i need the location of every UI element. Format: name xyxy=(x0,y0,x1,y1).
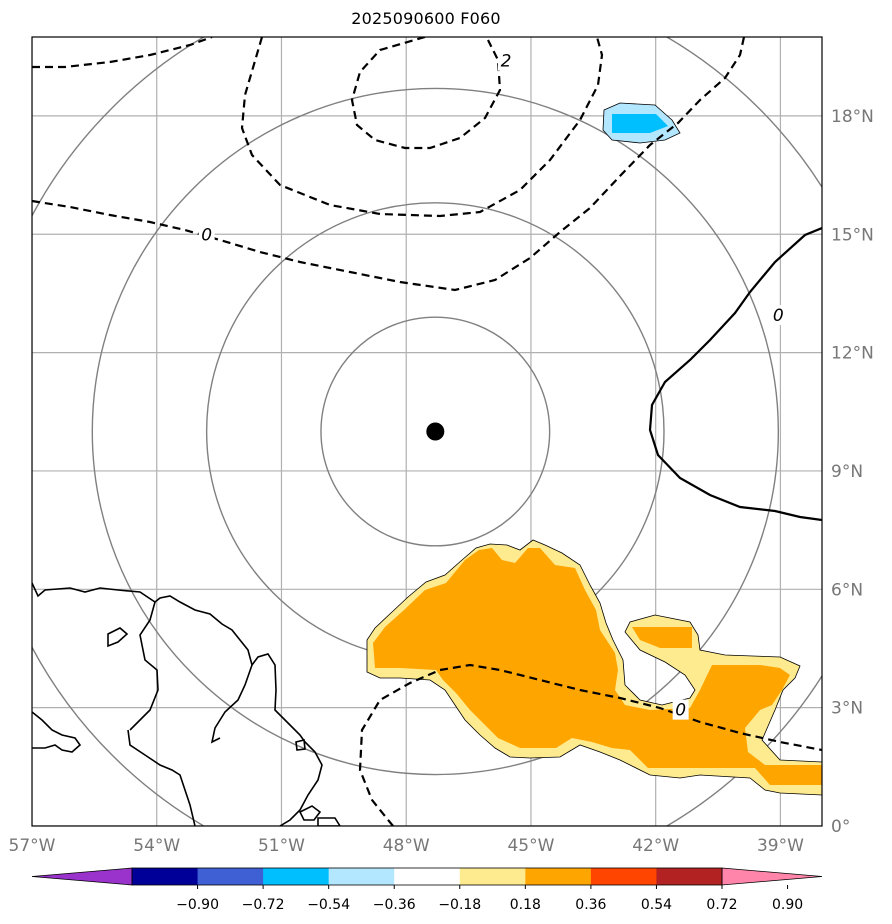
storm-center-marker xyxy=(426,422,445,441)
latitude-tick-labels: 0° 3°N 6°N 9°N 12°N 15°N 18°N xyxy=(831,107,874,837)
contour-label-background xyxy=(672,699,689,720)
anomaly-blue xyxy=(612,114,668,133)
coast-river xyxy=(210,664,253,744)
longitude-label: 42°W xyxy=(632,836,679,856)
colorbar-tick-label: −0.90 xyxy=(176,897,219,913)
coast-amazon-delta xyxy=(32,711,82,753)
range-ring xyxy=(91,87,780,776)
coast-island-a xyxy=(107,627,129,648)
colorbar-tick-label: 0.18 xyxy=(510,897,541,913)
coast-island-b xyxy=(295,739,306,751)
latitude-label: 18°N xyxy=(831,107,874,127)
colorbar-segment xyxy=(197,868,264,885)
colorbar-extend-high xyxy=(721,867,823,886)
colorbar-tick-label: 0.36 xyxy=(575,897,606,913)
latitude-label: 15°N xyxy=(831,225,874,245)
colorbar-tick-label: −0.72 xyxy=(242,897,285,913)
map-frame xyxy=(31,36,823,827)
longitude-label: 48°W xyxy=(383,836,430,856)
contour-label-background xyxy=(498,50,514,71)
dashed-contour-top-left xyxy=(32,37,213,69)
coast-island-d xyxy=(317,817,341,826)
contour-label: 0 xyxy=(773,306,784,326)
colorbar-segment xyxy=(459,868,526,885)
anomaly-orange-small xyxy=(632,627,692,648)
coast-island-c xyxy=(298,805,322,821)
coastline xyxy=(32,582,341,826)
colorbar-frame xyxy=(131,867,723,886)
colorbar-segment xyxy=(263,868,330,885)
positive-anomaly-field xyxy=(366,539,822,796)
contour-label-background xyxy=(770,305,787,326)
map-title: 2025090600 F060 xyxy=(351,9,501,28)
contour-label: 0 xyxy=(675,701,686,721)
colorbar-segment xyxy=(328,868,395,885)
colorbar-tick-label: −0.54 xyxy=(307,897,350,913)
longitude-label: 57°W xyxy=(9,836,56,856)
longitude-label: 51°W xyxy=(258,836,305,856)
solid-contour-zero-east xyxy=(648,226,822,522)
contour-label-background xyxy=(198,224,215,245)
colorbar-tick-label: −0.36 xyxy=(373,897,416,913)
colorbar-tick-label: 0.72 xyxy=(706,897,737,913)
coast-inner-2 xyxy=(129,601,159,731)
colorbar-tick-label: −0.18 xyxy=(438,897,481,913)
dashed-contour-inner-loop xyxy=(350,37,502,150)
colorbar-segment xyxy=(656,868,723,885)
colorbar-segment xyxy=(590,868,657,885)
negative-anomaly-field xyxy=(602,102,681,144)
latitude-label: 0° xyxy=(831,817,850,837)
colorbar-extend-low xyxy=(31,867,133,886)
contour-lines xyxy=(32,37,822,826)
latitude-label: 3°N xyxy=(831,699,863,719)
contour-label: 2 xyxy=(501,52,512,72)
longitude-tick-labels: 57°W 54°W 51°W 48°W 45°W 42°W 39°W xyxy=(9,836,805,856)
dashed-contour-loop xyxy=(240,37,604,218)
colorbar-segment xyxy=(525,868,592,885)
dashed-contour-zero-west xyxy=(32,37,746,292)
dashed-contour-zero-south xyxy=(358,663,822,826)
latitude-label: 12°N xyxy=(831,344,874,364)
colorbar-tick-label: 0.90 xyxy=(772,897,803,913)
longitude-label: 54°W xyxy=(133,836,180,856)
colorbar: −0.90 −0.72 −0.54 −0.36 −0.18 0.18 0.36 0.54 0.7… xyxy=(31,867,823,913)
coast-inner-1 xyxy=(127,729,196,826)
longitude-label: 39°W xyxy=(757,836,804,856)
colorbar-segment xyxy=(132,868,199,885)
latitude-label: 6°N xyxy=(831,580,863,600)
latitude-label: 9°N xyxy=(831,462,863,482)
longitude-label: 45°W xyxy=(507,836,554,856)
range-ring xyxy=(320,316,551,547)
colorbar-tick-label: 0.54 xyxy=(641,897,672,913)
colorbar-segment xyxy=(394,868,461,885)
coast-guianas xyxy=(32,582,323,826)
contour-label: 0 xyxy=(201,225,212,245)
